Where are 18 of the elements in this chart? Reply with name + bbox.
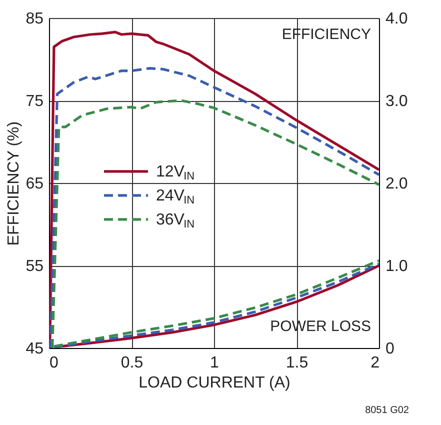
y2-tick-label: 2.0 [386,176,408,192]
y-axis-title: EFFICIENCY (%) [6,121,23,246]
x-axis-title: LOAD CURRENT (A) [138,374,290,392]
x-tick-label: 1.5 [286,354,308,372]
y-tick-label: 75 [26,93,44,110]
text: 8051 G02 [365,405,410,416]
y2-tick-label: 1.0 [386,258,408,275]
y-tick-label: 55 [26,258,44,275]
x-tick-label: 0 [50,354,58,372]
y2-tick-label: 3.0 [386,93,408,110]
y2-tick-label: 0 [386,340,394,358]
x-tick-label: 2 [370,354,380,372]
x-tick-label: 1 [210,354,220,372]
x-tick-label: 0.5 [120,354,144,372]
y-tick-label: 65 [26,176,44,192]
y-tick-label: 45 [26,340,44,358]
y-tick-label: 85 [26,10,44,28]
y2-tick-label: 4.0 [386,10,408,28]
